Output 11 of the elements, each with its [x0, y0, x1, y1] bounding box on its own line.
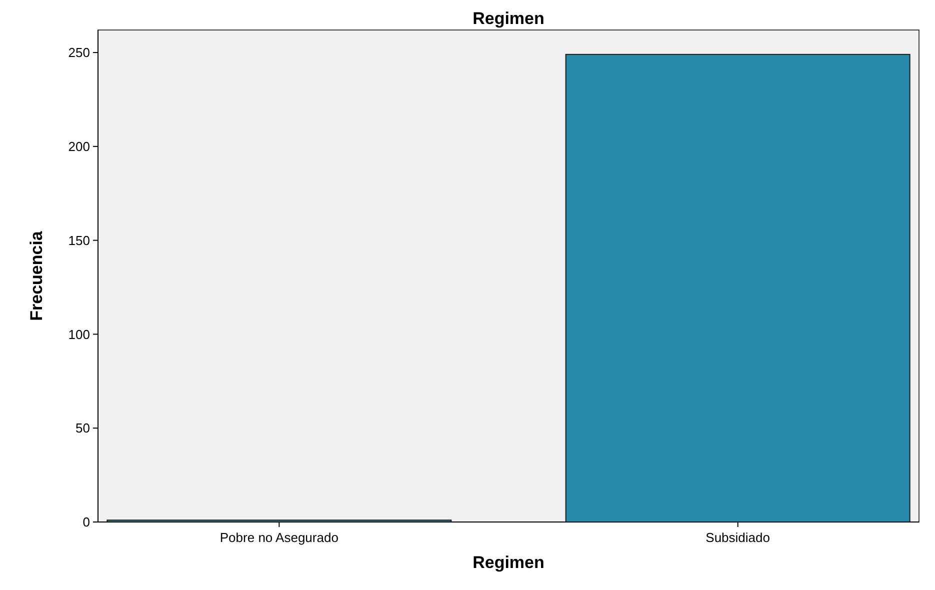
y-tick-label: 0: [82, 514, 90, 530]
chart-title: Regimen: [472, 9, 544, 28]
y-tick-label: 50: [76, 420, 90, 436]
x-tick-label: Pobre no Asegurado: [220, 530, 338, 545]
y-tick-label: 200: [68, 138, 90, 154]
y-axis-title: Frecuencia: [27, 230, 46, 321]
y-tick-label: 150: [68, 232, 90, 248]
y-tick-label: 100: [68, 326, 90, 342]
y-tick-label: 250: [68, 45, 90, 60]
x-tick-label: Subsidiado: [706, 530, 770, 545]
x-axis-title: Regimen: [472, 553, 544, 572]
